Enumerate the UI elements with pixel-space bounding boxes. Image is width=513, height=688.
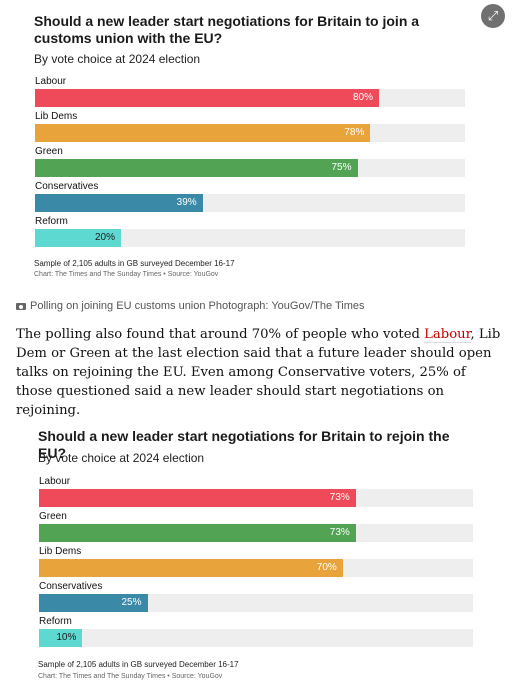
article-text-after: , Lib Dem or Green at the last election …: [16, 327, 501, 418]
bar: [39, 559, 343, 577]
value-label: 73%: [329, 527, 350, 538]
bar-track: 10%: [39, 629, 473, 647]
bar-row-lib-dems: Lib Dems 78%: [35, 111, 465, 142]
image-caption: Polling on joining EU customs union Phot…: [16, 300, 364, 312]
value-label: 80%: [352, 92, 373, 103]
value-label: 70%: [316, 562, 337, 573]
category-label: Lib Dems: [39, 546, 82, 557]
bar-row-labour: Labour 80%: [35, 76, 465, 107]
bar: [35, 124, 371, 142]
camera-icon: [16, 303, 26, 310]
chart-subtitle: By vote choice at 2024 election: [34, 52, 201, 66]
article-paragraph: The polling also found that around 70% o…: [16, 325, 506, 420]
category-label: Labour: [35, 76, 67, 87]
bar-track: 39%: [35, 194, 465, 212]
value-label: 20%: [94, 232, 115, 243]
bar-row-conservatives: Conservatives 25%: [39, 581, 473, 612]
value-label: 39%: [176, 197, 197, 208]
bar-row-green: Green 73%: [39, 511, 473, 542]
chart-source: Chart: The Times and The Sunday Times • …: [34, 271, 219, 278]
bar-row-green: Green 75%: [35, 146, 465, 177]
chart-subtitle: By vote choice at 2024 election: [38, 451, 205, 465]
bar-row-conservatives: Conservatives 39%: [35, 181, 465, 212]
chart-source: Chart: The Times and The Sunday Times • …: [38, 673, 223, 680]
bar: [35, 229, 121, 247]
category-label: Lib Dems: [35, 111, 78, 122]
value-label: 75%: [331, 162, 352, 173]
value-label: 10%: [56, 632, 77, 643]
bar: [39, 629, 83, 647]
chart-title: Should a new leader start negotiations f…: [38, 428, 450, 461]
chart-note: Sample of 2,105 adults in GB surveyed De…: [34, 259, 235, 268]
bar-track: 78%: [35, 124, 465, 142]
value-label: 25%: [121, 597, 142, 608]
category-label: Reform: [35, 216, 68, 227]
article-text-before: The polling also found that around 70% o…: [16, 327, 425, 342]
bar: [35, 159, 358, 177]
chart-title: Should a new leader start negotiations f…: [34, 13, 420, 46]
bar: [35, 194, 203, 212]
bar-track: 25%: [39, 594, 473, 612]
bar-row-reform: Reform 10%: [39, 616, 473, 647]
category-label: Labour: [39, 476, 71, 487]
bar-track: 70%: [39, 559, 473, 577]
chart-note: Sample of 2,105 adults in GB surveyed De…: [38, 660, 239, 669]
value-label: 78%: [344, 127, 365, 138]
category-label: Green: [35, 146, 63, 157]
value-label: 73%: [329, 492, 350, 503]
customs-union-chart: Should a new leader start negotiations f…: [0, 0, 513, 290]
bar-row-labour: Labour 73%: [39, 476, 473, 507]
bar-track: 73%: [39, 489, 473, 507]
rejoin-eu-chart: Should a new leader start negotiations f…: [0, 420, 513, 688]
bar-row-lib-dems: Lib Dems 70%: [39, 546, 473, 577]
caption-text: Polling on joining EU customs union Phot…: [30, 300, 365, 312]
bar: [39, 489, 356, 507]
bar-track: 73%: [39, 524, 473, 542]
bar: [39, 524, 356, 542]
category-label: Reform: [39, 616, 72, 627]
labour-link[interactable]: Labour: [424, 327, 471, 343]
bar-track: 75%: [35, 159, 465, 177]
bar-track: 20%: [35, 229, 465, 247]
bar-track: 80%: [35, 89, 465, 107]
bar-row-reform: Reform 20%: [35, 216, 465, 247]
bar: [35, 89, 379, 107]
category-label: Green: [39, 511, 67, 522]
category-label: Conservatives: [35, 181, 99, 192]
expand-icon[interactable]: ⤢: [481, 4, 505, 28]
category-label: Conservatives: [39, 581, 103, 592]
bar: [39, 594, 148, 612]
